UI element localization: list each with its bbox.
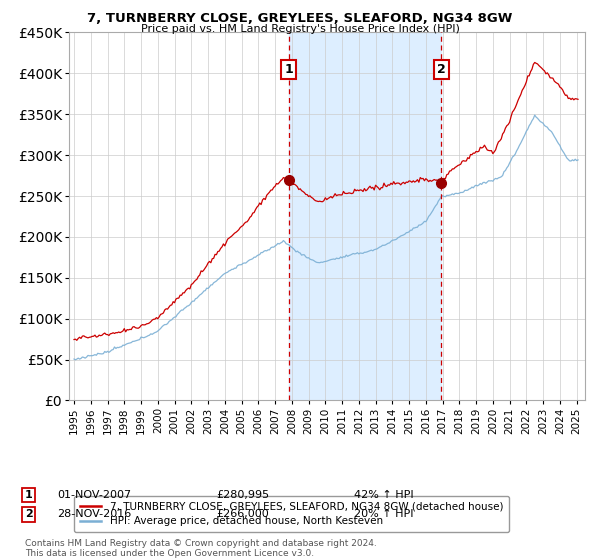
Text: Contains HM Land Registry data © Crown copyright and database right 2024.
This d: Contains HM Land Registry data © Crown c… [25,539,377,558]
Text: 01-NOV-2007: 01-NOV-2007 [57,490,131,500]
Text: 28-NOV-2016: 28-NOV-2016 [57,509,131,519]
Text: 2: 2 [25,509,32,519]
Bar [289,32,441,400]
Text: 1: 1 [284,63,293,76]
Text: Price paid vs. HM Land Registry's House Price Index (HPI): Price paid vs. HM Land Registry's House … [140,24,460,34]
Text: 2: 2 [437,63,445,76]
Text: 20% ↑ HPI: 20% ↑ HPI [354,509,413,519]
Legend: 7, TURNBERRY CLOSE, GREYLEES, SLEAFORD, NG34 8GW (detached house), HPI: Average : 7, TURNBERRY CLOSE, GREYLEES, SLEAFORD, … [74,496,509,533]
Text: £280,995: £280,995 [216,490,269,500]
Text: £266,000: £266,000 [216,509,269,519]
Text: 7, TURNBERRY CLOSE, GREYLEES, SLEAFORD, NG34 8GW: 7, TURNBERRY CLOSE, GREYLEES, SLEAFORD, … [88,12,512,25]
Text: 1: 1 [25,490,32,500]
Text: 42% ↑ HPI: 42% ↑ HPI [354,490,413,500]
